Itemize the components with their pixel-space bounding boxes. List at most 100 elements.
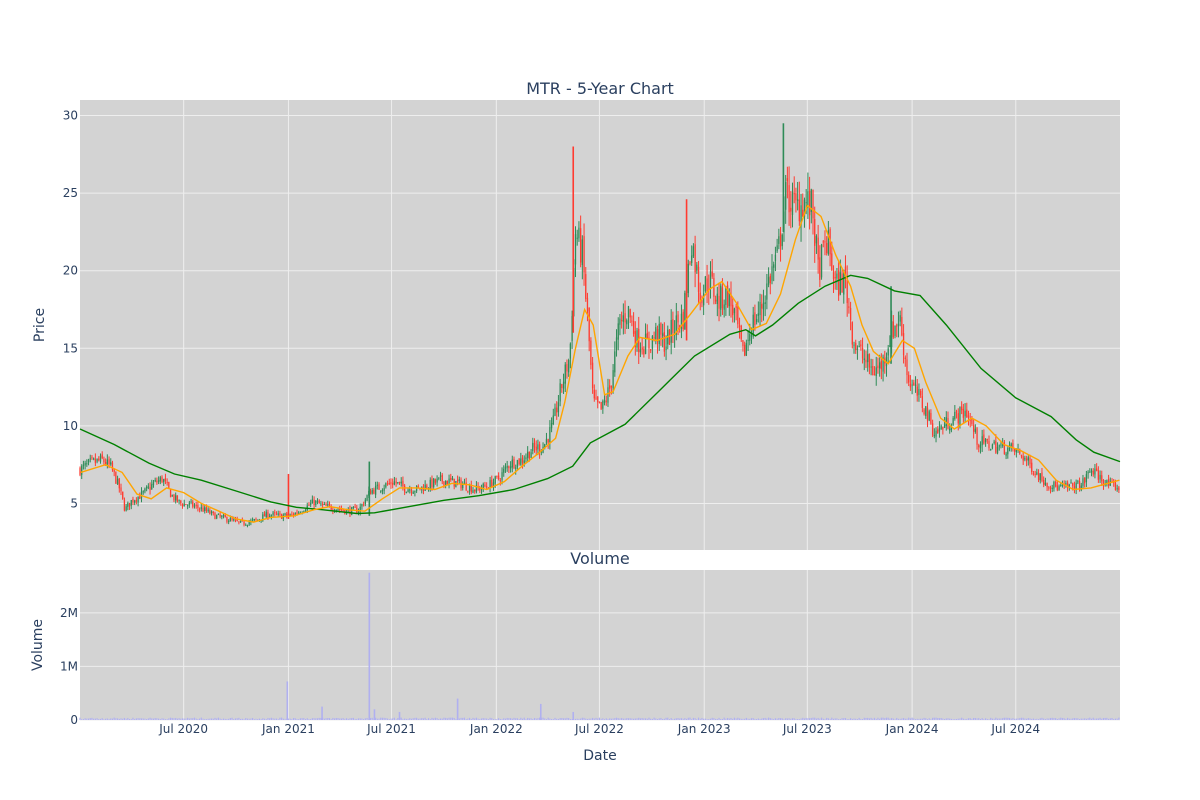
volume-bar xyxy=(802,717,804,720)
volume-bar xyxy=(973,717,975,720)
candle-body xyxy=(527,451,529,458)
candle-body xyxy=(486,486,488,488)
volume-bar xyxy=(1106,717,1108,720)
volume-bar xyxy=(829,718,831,720)
candle-body xyxy=(106,459,108,465)
volume-bar xyxy=(431,717,433,720)
candle-body xyxy=(1092,470,1094,475)
candle-body xyxy=(926,407,929,421)
candle-body xyxy=(465,482,467,491)
candle-body xyxy=(894,325,896,336)
volume-bar xyxy=(617,718,619,720)
volume-bar xyxy=(472,717,474,720)
volume-bar xyxy=(969,718,971,720)
volume-bar xyxy=(281,717,283,720)
candle-body xyxy=(1027,457,1029,461)
candle-body xyxy=(805,202,807,204)
candle-body xyxy=(747,339,749,342)
volume-bar xyxy=(1025,718,1028,720)
candle-body xyxy=(614,351,616,373)
volume-bar xyxy=(332,717,334,720)
volume-bar xyxy=(679,718,681,720)
candle-body xyxy=(374,485,377,495)
volume-bar xyxy=(590,718,592,720)
volume-bar xyxy=(720,719,722,720)
volume-bar xyxy=(545,719,548,720)
volume-bar xyxy=(274,718,276,720)
candle-body xyxy=(679,325,681,328)
volume-bar xyxy=(219,718,221,720)
volume-bar xyxy=(665,717,667,720)
volume-bar xyxy=(552,719,554,720)
volume-bar xyxy=(566,717,568,720)
volume-bar xyxy=(1084,718,1086,720)
volume-bar xyxy=(879,718,881,720)
volume-spike-bar xyxy=(286,681,289,720)
volume-bar xyxy=(446,718,448,720)
candle-body xyxy=(169,489,172,498)
volume-bar xyxy=(258,718,261,720)
x-tick-label: Jan 2021 xyxy=(261,722,315,736)
candle-body xyxy=(817,237,819,260)
volume-bar xyxy=(897,718,900,720)
volume-bar xyxy=(496,718,498,720)
volume-bar xyxy=(468,717,471,720)
volume-plot-background xyxy=(80,570,1120,720)
volume-spike-bar xyxy=(572,711,575,720)
candle-body xyxy=(210,511,213,514)
volume-bar xyxy=(603,719,606,720)
volume-bar xyxy=(708,719,710,720)
candle-body xyxy=(357,511,360,513)
candle-body xyxy=(562,381,565,389)
volume-bar xyxy=(706,719,708,720)
volume-bar xyxy=(940,717,942,720)
volume-bar xyxy=(383,717,385,720)
price-candles xyxy=(79,123,1120,528)
candle-body xyxy=(550,423,553,429)
volume-bar xyxy=(508,718,510,720)
candle-body xyxy=(472,490,474,493)
volume-bar xyxy=(819,718,821,720)
candle-body xyxy=(339,508,341,510)
candle-body xyxy=(412,492,414,494)
volume-bar xyxy=(318,717,320,720)
volume-bar xyxy=(325,718,327,720)
volume-bar xyxy=(843,718,845,720)
candle-body xyxy=(101,454,103,459)
candle-body xyxy=(650,349,652,351)
volume-bar xyxy=(151,718,153,720)
volume-bar xyxy=(1048,718,1050,720)
candle-body xyxy=(655,327,657,340)
volume-bar xyxy=(863,717,865,720)
volume-bar xyxy=(872,718,874,720)
volume-bar xyxy=(800,718,802,720)
volume-bar xyxy=(831,717,833,720)
volume-bar xyxy=(537,718,539,720)
candle-body xyxy=(629,309,631,318)
volume-bar xyxy=(349,718,351,720)
volume-bar xyxy=(347,718,349,720)
candle-body xyxy=(626,320,628,325)
volume-bar xyxy=(99,718,102,720)
volume-bar xyxy=(197,719,199,720)
candle-body xyxy=(96,458,98,462)
volume-bar xyxy=(732,718,734,720)
volume-spike-bar xyxy=(321,706,323,720)
candle-body xyxy=(110,462,112,465)
candle-body xyxy=(788,185,790,213)
volume-bar xyxy=(1063,718,1065,720)
candle-body xyxy=(414,491,416,493)
candle-body xyxy=(585,274,587,299)
volume-bar xyxy=(294,718,296,720)
volume-bar xyxy=(932,717,934,720)
volume-bar xyxy=(667,717,669,720)
candle-body xyxy=(762,302,765,310)
candle-body xyxy=(436,478,438,483)
volume-bar xyxy=(891,718,893,720)
volume-bar xyxy=(889,718,891,720)
volume-bar xyxy=(904,718,906,720)
volume-bar xyxy=(1041,717,1043,720)
volume-bar xyxy=(899,718,901,720)
candle-body xyxy=(882,356,884,372)
volume-bar xyxy=(475,717,478,720)
